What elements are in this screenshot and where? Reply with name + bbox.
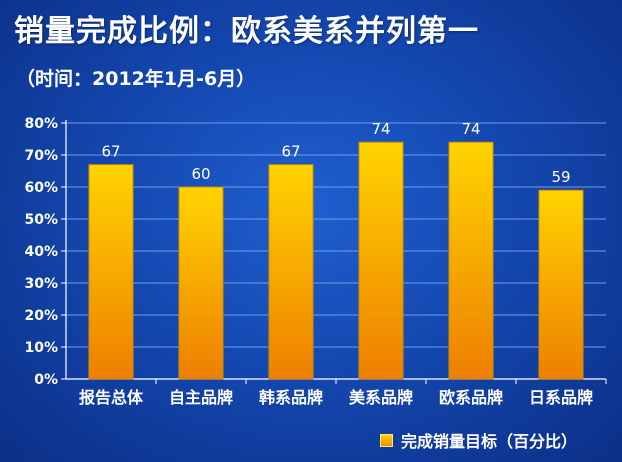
legend-swatch <box>380 433 393 447</box>
data-label: 67 <box>101 143 120 161</box>
legend-label: 完成销量目标（百分比） <box>401 432 578 451</box>
y-tick-label: 80% <box>24 116 58 132</box>
bar <box>538 189 584 380</box>
data-label: 60 <box>191 165 210 183</box>
x-tick-label: 韩系品牌 <box>259 388 323 407</box>
y-tick-label: 30% <box>24 276 58 292</box>
y-tick-label: 10% <box>24 340 58 356</box>
y-tick-label: 0% <box>34 372 58 388</box>
y-tick-label: 50% <box>24 212 58 228</box>
bar <box>178 186 224 380</box>
x-tick-label: 报告总体 <box>79 388 144 407</box>
legend: 完成销量目标（百分比） <box>380 428 577 452</box>
data-label: 74 <box>371 120 390 138</box>
data-label: 67 <box>281 143 300 161</box>
y-tick-label: 20% <box>24 308 58 324</box>
data-label: 74 <box>461 120 480 138</box>
x-tick-label: 日系品牌 <box>529 388 593 407</box>
y-tick-label: 70% <box>24 148 58 164</box>
x-tick-label: 欧系品牌 <box>439 388 503 407</box>
bar <box>88 164 134 380</box>
chart-subtitle: （时间：2012年1月-6月） <box>16 68 256 90</box>
x-tick-label: 美系品牌 <box>349 388 413 407</box>
bar <box>448 141 494 380</box>
data-label: 59 <box>551 168 570 186</box>
x-tick-label: 自主品牌 <box>169 388 233 407</box>
chart-title: 销量完成比例：欧系美系并列第一 <box>14 14 479 49</box>
bar <box>268 164 314 380</box>
y-tick-label: 60% <box>24 180 58 196</box>
bar <box>358 141 404 380</box>
y-tick-label: 40% <box>24 244 58 260</box>
